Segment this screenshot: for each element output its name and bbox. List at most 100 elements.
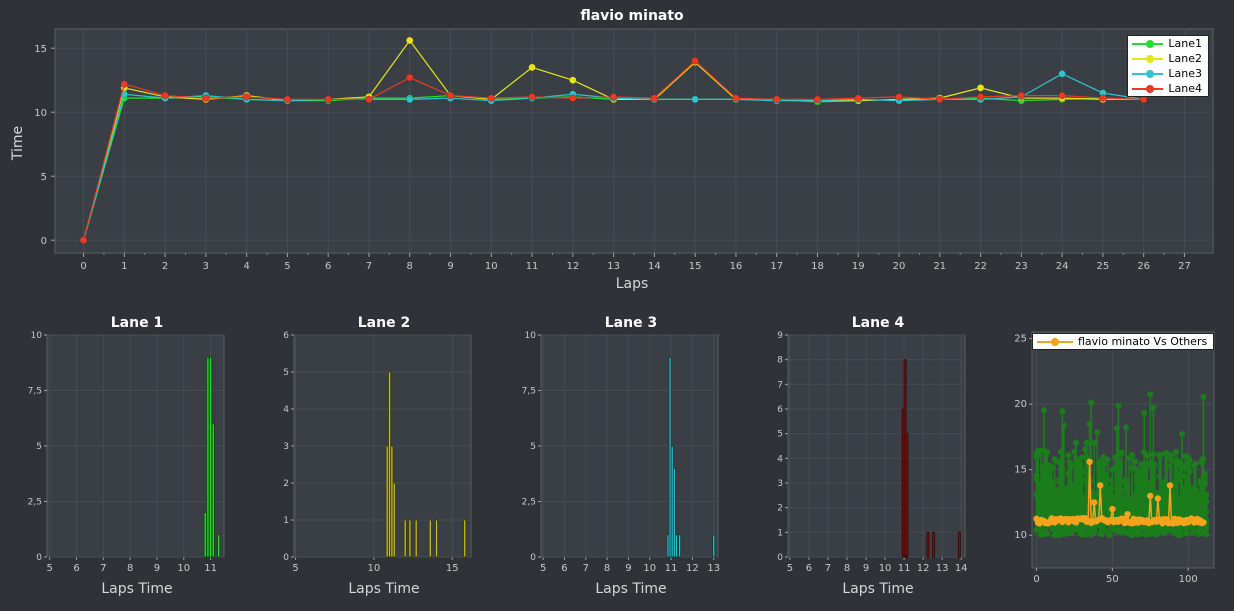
histogram-bar xyxy=(414,519,418,558)
histogram-bar xyxy=(672,467,676,558)
legend-label: Lane3 xyxy=(1168,67,1202,80)
histogram-y-tick-label: 7 xyxy=(777,380,783,390)
histogram-y-tick-label: 2,5 xyxy=(28,498,42,508)
compare-legend-label: flavio minato Vs Others xyxy=(1078,335,1208,348)
series-point-lane4 xyxy=(1058,91,1066,100)
main-x-tick-label: 27 xyxy=(1178,261,1191,272)
histogram-y-tick-label: 2 xyxy=(777,504,783,514)
series-point-lane4 xyxy=(1099,94,1107,102)
main-x-tick-label: 22 xyxy=(974,261,987,272)
main-chart-title: flavio minato xyxy=(580,8,684,24)
main-legend: Lane1 Lane2 Lane3 Lane4 xyxy=(1127,35,1209,97)
histogram-1: Lane 1 Laps Time 5 6 7 8 9 10 11 0 2,5 5 7,5 10 xyxy=(0,310,247,611)
main-x-tick-label: 17 xyxy=(770,261,783,272)
main-x-tick-label: 24 xyxy=(1056,261,1069,272)
main-y-tick-label: 5 xyxy=(41,172,47,183)
main-x-tick-label: 7 xyxy=(366,261,372,272)
histogram-bar xyxy=(209,356,213,558)
main-x-tick-label: 5 xyxy=(284,261,290,272)
others-point xyxy=(1088,399,1095,406)
rider-point xyxy=(1097,482,1104,489)
legend-entry-lane4: Lane4 xyxy=(1128,81,1208,96)
histogram-bar xyxy=(435,519,438,558)
histogram-y-tick-label: 2,5 xyxy=(522,498,536,508)
series-point-lane4 xyxy=(446,91,455,100)
histogram-2: Lane 2 Laps Time 5 10 15 0 1 2 3 4 5 6 xyxy=(247,310,494,611)
legend-entry-lane3: Lane3 xyxy=(1128,66,1208,81)
histogram-x-tick-label: 12 xyxy=(686,563,699,574)
histogram-x-tick-label: 14 xyxy=(955,563,968,574)
series-point-lane4 xyxy=(405,73,414,82)
compare-legend: flavio minato Vs Others xyxy=(1032,333,1215,350)
others-point xyxy=(1100,454,1107,461)
histogram-y-tick-label: 5 xyxy=(283,368,289,378)
histogram-x-tick-label: 5 xyxy=(540,563,546,574)
series-point-lane4 xyxy=(609,93,618,101)
histogram-y-tick-label: 6 xyxy=(777,405,783,415)
histogram-x-tick-label: 6 xyxy=(73,563,79,574)
histogram-plot-area: 5 10 15 0 1 2 3 4 5 6 xyxy=(283,331,472,574)
main-x-tick-label: 13 xyxy=(607,261,620,272)
histogram-x-tick-label: 12 xyxy=(917,563,930,574)
histogram-x-tick-label: 8 xyxy=(127,563,133,574)
histogram-bar xyxy=(211,423,215,558)
main-x-tick-label: 3 xyxy=(203,261,209,272)
compare-chart: 0 50 100 10 15 20 25 flavio minato Vs Others xyxy=(1000,320,1234,611)
others-point xyxy=(1200,455,1207,462)
histogram-bg xyxy=(787,334,966,558)
series-point-lane4 xyxy=(936,95,944,104)
histogram-bar xyxy=(932,531,936,558)
histogram-bar xyxy=(666,534,670,558)
legend-label: Lane2 xyxy=(1168,52,1202,65)
compare-y-tick-label: 25 xyxy=(1014,334,1027,345)
main-x-tick-label: 2 xyxy=(162,261,168,272)
rider-point xyxy=(1154,495,1162,502)
others-point xyxy=(1203,531,1210,538)
series-point-lane4 xyxy=(854,94,863,102)
series-point-lane3 xyxy=(691,95,699,104)
histogram-y-tick-label: 5 xyxy=(777,430,783,440)
histogram-bar xyxy=(668,356,672,558)
compare-x-tick-label: 100 xyxy=(1179,574,1198,585)
histogram-bar xyxy=(217,534,221,558)
histogram-x-tick-label: 10 xyxy=(177,563,190,574)
series-point-lane4 xyxy=(365,95,373,104)
main-y-tick-label: 0 xyxy=(41,236,47,247)
series-point-lane4 xyxy=(283,95,292,104)
main-x-tick-label: 1 xyxy=(121,261,127,272)
histogram-y-tick-label: 10 xyxy=(525,331,537,341)
others-point xyxy=(1097,459,1104,466)
others-point xyxy=(1068,462,1075,469)
others-point xyxy=(1048,464,1055,471)
series-point-lane4 xyxy=(202,94,210,102)
histogram-bar xyxy=(957,531,961,558)
series-point-lane4 xyxy=(528,93,536,101)
series-point-lane4 xyxy=(324,95,332,104)
compare-y-tick-label: 10 xyxy=(1014,530,1027,541)
histogram-x-tick-label: 7 xyxy=(100,563,106,574)
main-chart: flavio minato Time Laps 0 1 2 3 4 5 6 7 8 9 10 11 12… xyxy=(0,0,1234,300)
series-point-lane4 xyxy=(1017,91,1026,100)
series-point-lane3 xyxy=(1058,70,1066,78)
main-x-tick-label: 25 xyxy=(1097,261,1110,272)
histogram-x-tick-label: 5 xyxy=(46,563,52,574)
series-point-lane4 xyxy=(161,91,169,100)
histogram-y-tick-label: 9 xyxy=(777,331,783,341)
main-plot-area: 0 1 2 3 4 5 6 7 8 9 10 11 12 13 14 15 16 17 18 19 20 21 22 23 24… xyxy=(34,28,1214,272)
histogram-x-tick-label: 11 xyxy=(898,563,911,574)
histogram-x-tick-label: 13 xyxy=(707,563,720,574)
series-point-lane2 xyxy=(569,76,577,84)
legend-entry-lane1: Lane1 xyxy=(1128,36,1208,51)
series-point-lane4 xyxy=(895,93,903,101)
histogram-3: Lane 3 Laps Time 5 6 7 8 9 10 11 12 13 0 2,5 5 7,5 10 xyxy=(494,310,741,611)
rider-point xyxy=(1109,505,1116,513)
histogram-bar xyxy=(678,534,682,558)
histogram-bar xyxy=(385,445,389,558)
main-x-tick-label: 8 xyxy=(407,261,413,272)
main-x-tick-label: 12 xyxy=(566,261,579,272)
histogram-bar xyxy=(463,519,467,558)
others-point xyxy=(1183,530,1190,537)
histogram-y-tick-label: 1 xyxy=(777,528,783,538)
histogram-y-tick-label: 7,5 xyxy=(522,387,536,397)
histogram-x-label: Laps Time xyxy=(842,581,914,597)
